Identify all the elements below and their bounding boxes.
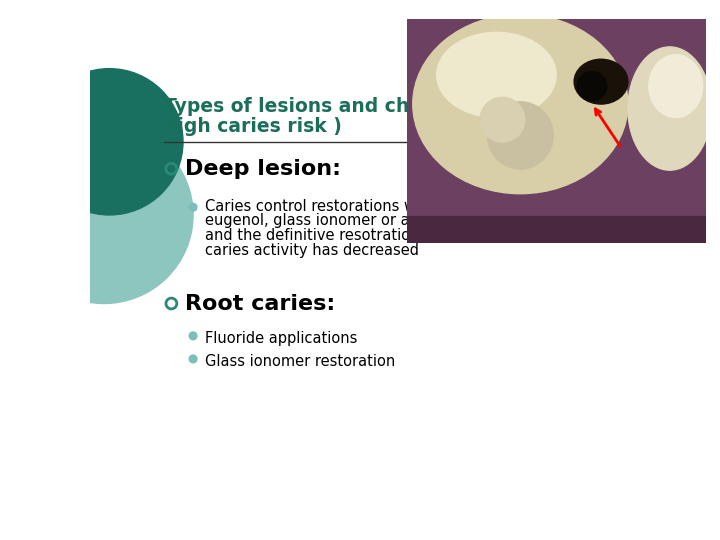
Text: Glass ionomer restoration: Glass ionomer restoration [204,354,395,369]
Text: eugenol, glass ionomer or amalgam,: eugenol, glass ionomer or amalgam, [204,213,474,228]
Ellipse shape [649,55,703,118]
Ellipse shape [436,32,556,118]
Text: Fluoride applications: Fluoride applications [204,331,357,346]
Text: caries activity has decreased: caries activity has decreased [204,242,419,258]
Text: Root caries:: Root caries: [184,294,335,314]
Ellipse shape [628,47,711,170]
Ellipse shape [480,97,525,142]
Circle shape [15,126,193,303]
Ellipse shape [413,15,628,194]
Text: Caries control restorations with ZnO-: Caries control restorations with ZnO- [204,199,477,214]
Text: and the definitive resotrations after: and the definitive resotrations after [204,228,467,243]
Ellipse shape [577,72,607,100]
Text: Types of lesions and choice of treatment (: Types of lesions and choice of treatment… [163,97,608,116]
Circle shape [36,69,183,215]
Circle shape [189,204,197,211]
Text: high caries risk ): high caries risk ) [163,117,341,136]
Text: Deep lesion:: Deep lesion: [184,159,341,179]
Bar [407,216,706,243]
Ellipse shape [574,59,628,104]
Circle shape [189,332,197,340]
Ellipse shape [487,102,553,169]
Circle shape [189,355,197,363]
